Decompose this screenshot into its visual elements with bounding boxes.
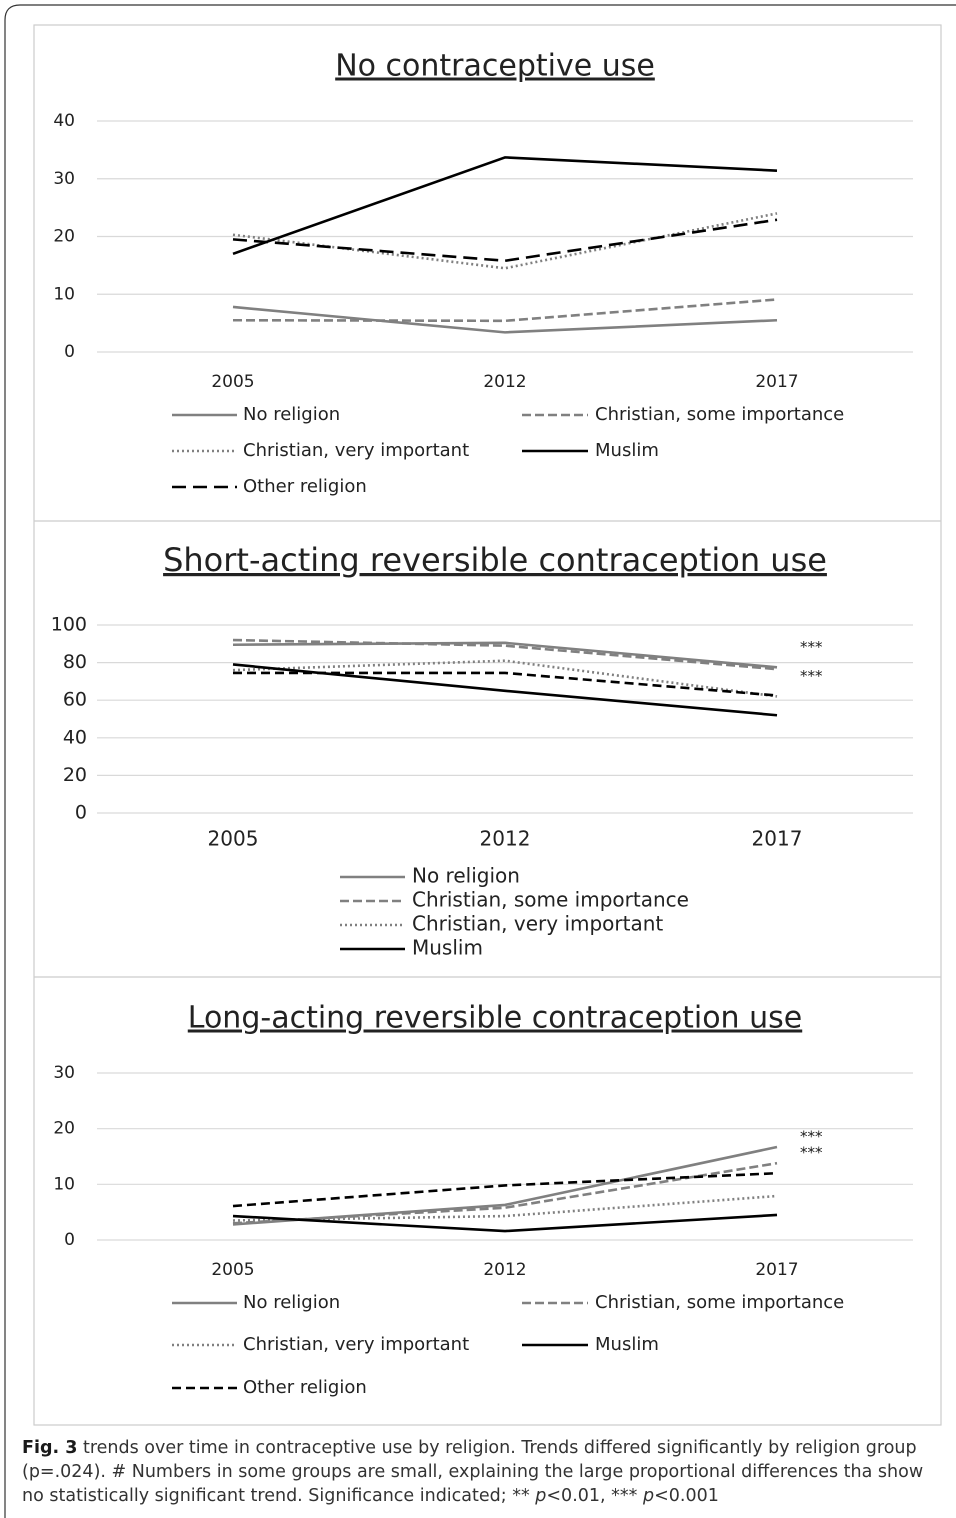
annotation: *** [800, 1128, 823, 1146]
x-tick-label: 2005 [208, 827, 259, 851]
y-tick-label: 20 [53, 1119, 75, 1139]
x-tick-label: 2012 [483, 1260, 526, 1280]
x-tick-label: 2012 [480, 827, 531, 851]
y-tick-label: 0 [64, 1230, 75, 1250]
y-tick-label: 0 [75, 802, 87, 824]
series-line [232, 641, 778, 669]
y-tick-label: 40 [63, 726, 87, 748]
chart-title: No contraceptive use [335, 49, 655, 84]
series-line [233, 671, 778, 697]
series-line [232, 305, 778, 334]
legend-label: Muslim [595, 1334, 659, 1355]
y-tick-label: 20 [53, 227, 75, 247]
legend-label: Other religion [243, 1377, 367, 1398]
legend-label: Other religion [243, 476, 367, 497]
y-tick-label: 80 [63, 651, 87, 673]
x-tick-label: 2017 [755, 372, 798, 392]
caption-text: trends over time in contraceptive use by… [22, 1438, 924, 1506]
series-line [232, 659, 778, 698]
legend-label: Christian, very important [412, 912, 663, 936]
x-tick-label: 2017 [755, 1260, 798, 1280]
chart-title: Short-acting reversible contraception us… [163, 541, 827, 579]
caption-text: Fig. 3 [22, 1438, 78, 1458]
annotation: *** [800, 667, 823, 685]
x-tick-label: 2012 [483, 372, 526, 392]
y-tick-label: 60 [63, 689, 87, 711]
y-tick-label: 20 [63, 764, 87, 786]
y-tick-label: 40 [53, 111, 75, 131]
legend-label: No religion [412, 864, 520, 888]
legend-label: Christian, very important [243, 1334, 469, 1355]
series-line [232, 1171, 778, 1208]
annotation: *** [800, 1144, 823, 1162]
caption-text: p [535, 1486, 547, 1506]
y-tick-label: 10 [53, 284, 75, 304]
legend-label: No religion [243, 404, 340, 425]
legend-label: Christian, some importance [595, 404, 844, 425]
legend-label: Christian, very important [243, 440, 469, 461]
series-line [232, 1194, 778, 1222]
series-line [232, 212, 778, 270]
caption: Fig. 3 trends over time in contraceptive… [22, 1436, 934, 1508]
annotation: *** [800, 638, 823, 656]
series-line [232, 1213, 778, 1233]
caption-text: p [642, 1486, 655, 1506]
legend-label: No religion [243, 1292, 340, 1313]
legend-label: Christian, some importance [412, 888, 689, 912]
y-tick-label: 10 [53, 1174, 75, 1194]
x-tick-label: 2017 [752, 827, 803, 851]
series-line [232, 218, 778, 263]
legend-label: Christian, some importance [595, 1292, 844, 1313]
figure-frame [33, 24, 942, 1426]
y-tick-label: 100 [51, 614, 87, 636]
series-line [232, 298, 778, 323]
caption-text: <0.001 [654, 1486, 719, 1506]
x-tick-label: 2005 [211, 1260, 254, 1280]
page-border [4, 4, 956, 1518]
chart-title: Long-acting reversible contraception use [188, 1001, 802, 1036]
x-tick-label: 2005 [211, 372, 254, 392]
y-tick-label: 30 [53, 169, 75, 189]
legend-label: Muslim [412, 936, 483, 960]
legend-label: Muslim [595, 440, 659, 461]
series-line [232, 1161, 778, 1225]
y-tick-label: 30 [53, 1063, 75, 1083]
caption-text: <0.01, *** [546, 1486, 643, 1506]
series-line [232, 156, 778, 256]
y-tick-label: 0 [64, 342, 75, 362]
